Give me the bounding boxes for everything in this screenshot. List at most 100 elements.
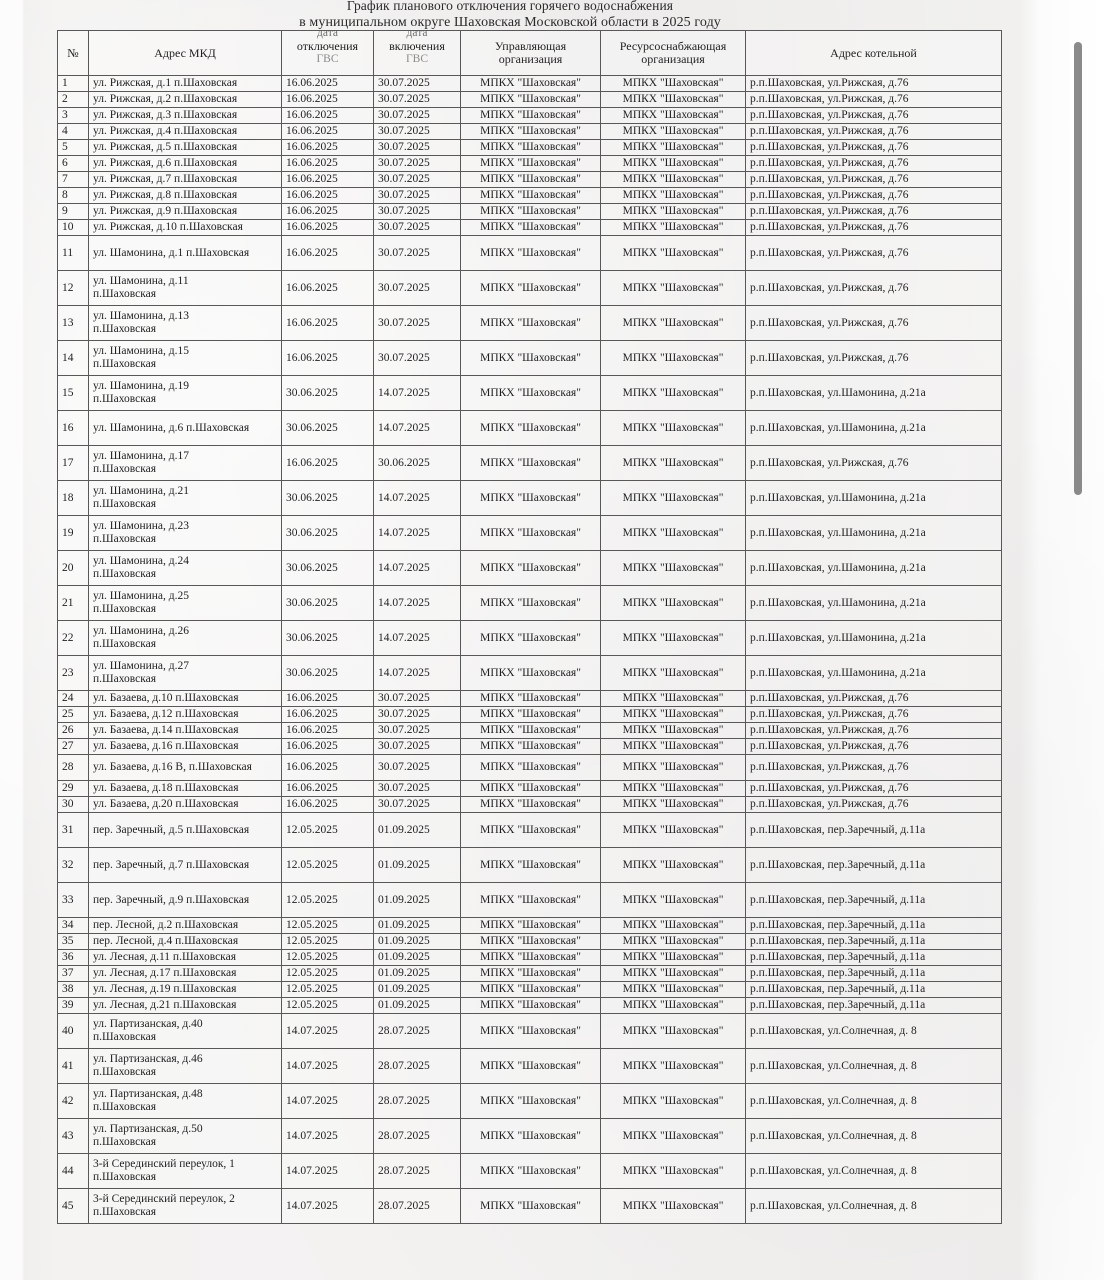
row-date-off: 12.05.2025	[281, 981, 374, 998]
row-boiler-address: р.п.Шаховская, ул.Шамонина, д.21а	[745, 620, 1002, 656]
row-managing-org: МПКХ "Шаховская"	[460, 203, 601, 220]
row-number: 8	[57, 187, 89, 204]
row-managing-org: МПКХ "Шаховская"	[460, 75, 601, 92]
table-row: 35 пер. Лесной, д.4 п.Шаховская 12.05.2025…	[57, 933, 1002, 950]
table-row: 42 ул. Партизанская, д.48 п.Шаховская 14.07…	[57, 1083, 1002, 1119]
row-resource-org: МПКХ "Шаховская"	[600, 706, 746, 723]
address-line-1: ул. Шамонина, д.11	[93, 275, 189, 287]
row-number: 14	[57, 340, 89, 376]
table-header-row: № Адрес МКД дата отключения ГВС дата вкл…	[57, 30, 1002, 76]
row-resource-org: МПКХ "Шаховская"	[600, 933, 746, 950]
address-line-1: ул. Рижская, д.1 п.Шаховская	[93, 77, 238, 89]
row-building-address: ул. Шамонина, д.1 п.Шаховская	[88, 235, 282, 271]
row-building-address: пер. Лесной, д.2 п.Шаховская	[88, 917, 282, 934]
row-date-off: 14.07.2025	[281, 1013, 374, 1049]
row-number: 36	[57, 949, 89, 966]
managing-org-label-line1: Управляющая	[494, 39, 567, 53]
row-building-address: ул. Шамонина, д.13 п.Шаховская	[88, 305, 282, 341]
row-number: 30	[57, 796, 89, 813]
row-number: 42	[57, 1083, 89, 1119]
row-managing-org: МПКХ "Шаховская"	[460, 812, 601, 848]
row-building-address: ул. Шамонина, д.19 п.Шаховская	[88, 375, 282, 411]
row-resource-org: МПКХ "Шаховская"	[600, 812, 746, 848]
shutdown-schedule-table: № Адрес МКД дата отключения ГВС дата вкл…	[57, 30, 1002, 1224]
row-managing-org: МПКХ "Шаховская"	[460, 550, 601, 586]
row-resource-org: МПКХ "Шаховская"	[600, 171, 746, 188]
row-resource-org: МПКХ "Шаховская"	[600, 722, 746, 739]
row-managing-org: МПКХ "Шаховская"	[460, 1188, 601, 1224]
row-managing-org: МПКХ "Шаховская"	[460, 270, 601, 306]
address-line-1: ул. Рижская, д.6 п.Шаховская	[93, 157, 238, 169]
row-managing-org: МПКХ "Шаховская"	[460, 375, 601, 411]
row-resource-org: МПКХ "Шаховская"	[600, 235, 746, 271]
row-boiler-address: р.п.Шаховская, пер.Заречный, д.11а	[745, 997, 1002, 1014]
row-managing-org: МПКХ "Шаховская"	[460, 585, 601, 621]
row-building-address: ул. Рижская, д.6 п.Шаховская	[88, 155, 282, 172]
row-building-address: ул. Рижская, д.9 п.Шаховская	[88, 203, 282, 220]
column-header-address: Адрес МКД	[88, 30, 282, 76]
row-date-on: 01.09.2025	[373, 812, 461, 848]
row-date-off: 12.05.2025	[281, 933, 374, 950]
row-managing-org: МПКХ "Шаховская"	[460, 480, 601, 516]
row-resource-org: МПКХ "Шаховская"	[600, 917, 746, 934]
table-row: 12 ул. Шамонина, д.11 п.Шаховская 16.06.202…	[57, 270, 1002, 306]
row-building-address: ул. Лесная, д.11 п.Шаховская	[88, 949, 282, 966]
row-number: 9	[57, 203, 89, 220]
row-number: 25	[57, 706, 89, 723]
table-row: 29 ул. Базаева, д.18 п.Шаховская 16.06.202…	[57, 780, 1002, 797]
vertical-scrollbar-thumb[interactable]	[1074, 42, 1082, 495]
row-date-off: 12.05.2025	[281, 882, 374, 918]
row-number: 22	[57, 620, 89, 656]
address-line-1: ул. Рижская, д.9 п.Шаховская	[93, 205, 238, 217]
address-line-1: ул. Базаева, д.10 п.Шаховская	[93, 692, 239, 704]
row-date-on: 30.07.2025	[373, 107, 461, 124]
row-resource-org: МПКХ "Шаховская"	[600, 997, 746, 1014]
row-date-on: 28.07.2025	[373, 1153, 461, 1189]
row-building-address: ул. Базаева, д.16 п.Шаховская	[88, 738, 282, 755]
address-line-1: ул. Лесная, д.19 п.Шаховская	[93, 983, 237, 995]
row-building-address: пер. Заречный, д.9 п.Шаховская	[88, 882, 282, 918]
address-line-1: ул. Базаева, д.12 п.Шаховская	[93, 708, 239, 720]
column-header-date-off: дата отключения ГВС	[281, 30, 374, 76]
row-number: 6	[57, 155, 89, 172]
table-body: 1 ул. Рижская, д.1 п.Шаховская 16.06.2025 3…	[57, 75, 1002, 1224]
vertical-scrollbar-track[interactable]	[1074, 0, 1094, 1280]
row-date-off: 16.06.2025	[281, 690, 374, 707]
row-managing-org: МПКХ "Шаховская"	[460, 515, 601, 551]
row-resource-org: МПКХ "Шаховская"	[600, 305, 746, 341]
table-row: 39 ул. Лесная, д.21 п.Шаховская 12.05.2025…	[57, 997, 1002, 1014]
row-boiler-address: р.п.Шаховская, ул.Рижская, д.76	[745, 706, 1002, 723]
address-line-1: ул. Партизанская, д.50	[93, 1123, 203, 1135]
row-number: 15	[57, 375, 89, 411]
row-resource-org: МПКХ "Шаховская"	[600, 738, 746, 755]
row-managing-org: МПКХ "Шаховская"	[460, 1048, 601, 1084]
row-number: 40	[57, 1013, 89, 1049]
row-resource-org: МПКХ "Шаховская"	[600, 1083, 746, 1119]
table-row: 43 ул. Партизанская, д.50 п.Шаховская 14.07…	[57, 1118, 1002, 1154]
row-number: 34	[57, 917, 89, 934]
address-line-2: п.Шаховская	[93, 323, 157, 335]
row-date-on: 14.07.2025	[373, 480, 461, 516]
row-boiler-address: р.п.Шаховская, ул.Рижская, д.76	[745, 780, 1002, 797]
row-building-address: ул. Шамонина, д.6 п.Шаховская	[88, 410, 282, 446]
title-line-2: в муниципальном округе Шаховская Московс…	[299, 15, 721, 30]
row-date-on: 30.07.2025	[373, 91, 461, 108]
row-boiler-address: р.п.Шаховская, ул.Солнечная, д. 8	[745, 1118, 1002, 1154]
date-off-label-line2: отключения	[296, 39, 359, 53]
row-number: 1	[57, 75, 89, 92]
row-date-off: 30.06.2025	[281, 620, 374, 656]
row-number: 11	[57, 235, 89, 271]
row-managing-org: МПКХ "Шаховская"	[460, 123, 601, 140]
row-boiler-address: р.п.Шаховская, ул.Рижская, д.76	[745, 754, 1002, 781]
row-building-address: 3-й Серединский переулок, 1 п.Шаховская	[88, 1153, 282, 1189]
table-row: 38 ул. Лесная, д.19 п.Шаховская 12.05.2025…	[57, 981, 1002, 998]
row-boiler-address: р.п.Шаховская, ул.Рижская, д.76	[745, 340, 1002, 376]
row-number: 23	[57, 655, 89, 691]
address-line-1: ул. Шамонина, д.13	[93, 310, 190, 322]
row-managing-org: МПКХ "Шаховская"	[460, 754, 601, 781]
table-row: 26 ул. Базаева, д.14 п.Шаховская 16.06.202…	[57, 722, 1002, 739]
address-line-2: п.Шаховская	[93, 533, 157, 545]
row-date-on: 01.09.2025	[373, 949, 461, 966]
row-managing-org: МПКХ "Шаховская"	[460, 305, 601, 341]
row-date-on: 30.07.2025	[373, 780, 461, 797]
